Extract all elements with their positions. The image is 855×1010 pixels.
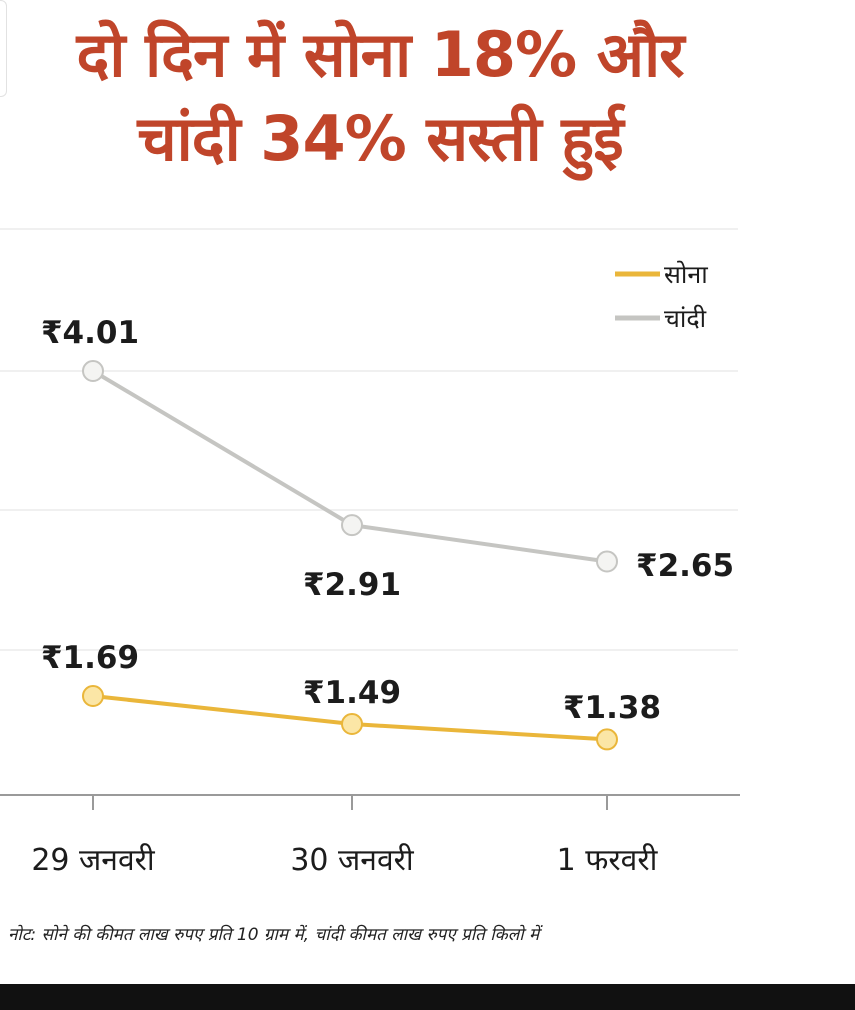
data-label: ₹1.49 xyxy=(303,675,401,711)
data-point xyxy=(596,728,618,751)
x-tick-label: 30 जनवरी xyxy=(290,843,415,878)
data-point xyxy=(596,550,618,573)
data-label: ₹4.01 xyxy=(41,315,139,351)
x-tick-label: 1 फरवरी xyxy=(557,843,659,878)
line-chart: 29 जनवरी 30 जनवरी 1 फरवरी ₹4.01 ₹2.91 ₹2.65 ₹1… xyxy=(0,228,740,878)
data-point xyxy=(341,713,363,736)
data-label: ₹2.91 xyxy=(303,567,401,603)
data-label: ₹1.38 xyxy=(563,690,661,726)
legend-label-1: चांदी xyxy=(664,304,707,333)
data-point xyxy=(341,514,363,537)
legend-label-0: सोना xyxy=(664,260,708,289)
data-label: ₹1.69 xyxy=(41,640,139,676)
data-point xyxy=(82,685,104,707)
x-tick-label: 29 जनवरी xyxy=(31,843,156,878)
bottom-bar xyxy=(0,984,855,1010)
data-point xyxy=(82,360,104,382)
chart-title-line-2: चांदी 34% सस्ती हुई xyxy=(137,102,623,175)
chart-title-line-1: दो दिन में सोना 18% और xyxy=(76,18,685,91)
data-label: ₹2.65 xyxy=(636,548,734,584)
chart-footnote: नोट: सोने की कीमत लाख रुपए प्रति 10 ग्रा… xyxy=(8,925,540,945)
